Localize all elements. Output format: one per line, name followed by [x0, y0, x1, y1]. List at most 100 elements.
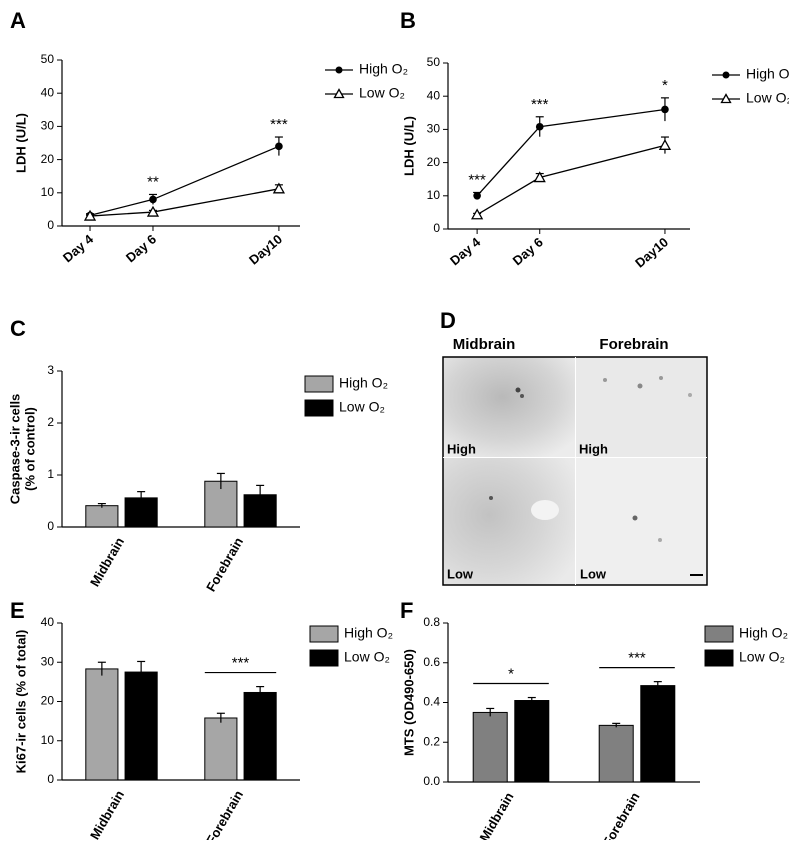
y-tick-label: 30 [41, 119, 55, 133]
legend-label: Low O₂ [344, 649, 390, 665]
y-tick-label: 2 [47, 415, 54, 429]
data-point [146, 205, 160, 217]
chart-bar: C Caspase-3-ir cells (% of control) 0 1 2 3 Hig… [7, 316, 388, 594]
panel-label: B [400, 8, 416, 33]
legend-marker [333, 88, 345, 99]
legend-label: High O₂ [739, 625, 788, 641]
legend-label: Low O₂ [359, 85, 405, 101]
y-tick-label: 0 [433, 221, 440, 235]
cell [659, 376, 663, 380]
cell [520, 394, 524, 398]
data-point [471, 208, 484, 220]
y-tick-label: 30 [427, 122, 441, 136]
row-label: Low [580, 566, 607, 581]
y-tick-label: 3 [47, 363, 54, 377]
column-header: Midbrain [453, 336, 516, 353]
panel-label: E [10, 598, 25, 623]
legend-marker [720, 93, 732, 104]
legend-label: Low O₂ [339, 399, 385, 415]
legend-label: High O₂ [339, 375, 388, 391]
row-label: Low [447, 566, 474, 581]
data-point [275, 142, 283, 151]
significance: * [662, 77, 668, 94]
legend-marker [722, 71, 730, 79]
bar [85, 668, 119, 781]
y-tick-label: 0.6 [423, 655, 440, 669]
cell [637, 383, 643, 389]
y-tick-label: 40 [41, 85, 55, 99]
significance: *** [270, 116, 288, 133]
bar [124, 671, 158, 781]
micrograph-image [576, 458, 707, 585]
legend-label: High O₂ [344, 625, 393, 641]
data-point [661, 105, 669, 114]
bar [598, 724, 634, 783]
x-tick-label: Forebrain [203, 535, 246, 594]
micrograph-feature [531, 500, 559, 520]
data-point [83, 209, 97, 221]
y-tick-label: 0.2 [423, 734, 440, 748]
chart-line: A LDH (U/L) 0 10 20 30 40 50 High O₂ Low O₂ Day 4 D… [10, 8, 408, 268]
x-tick-label: Day 4 [447, 234, 484, 268]
legend-swatch [309, 625, 339, 643]
y-tick-label: 30 [41, 654, 55, 668]
y-tick-label: 0.0 [423, 774, 440, 788]
series-line [476, 144, 666, 216]
data-point [272, 182, 286, 194]
significance: * [508, 666, 514, 683]
legend-label: High O₂ [746, 66, 789, 82]
panel-label: A [10, 8, 26, 33]
y-tick-label: 0 [47, 519, 54, 533]
y-tick-label: 0.4 [423, 695, 440, 709]
x-tick-label: Day10 [246, 231, 285, 267]
series-line [89, 188, 280, 217]
y-axis-label: LDH (U/L) [401, 116, 416, 176]
data-point [658, 138, 672, 150]
y-tick-label: 40 [41, 615, 55, 629]
x-tick-label: Midbrain [476, 790, 516, 840]
y-tick-label: 10 [41, 185, 55, 199]
column-header: Forebrain [599, 336, 668, 353]
data-point [533, 171, 546, 183]
row-label: High [579, 441, 608, 456]
bar [640, 685, 676, 783]
bar [243, 691, 277, 781]
cell [489, 496, 493, 500]
y-tick-label: 0.8 [423, 615, 440, 629]
micrograph-panel: D Midbrain Forebrain High High Low Low [440, 308, 708, 586]
x-tick-label: Day 4 [60, 231, 97, 265]
y-tick-label: 50 [41, 52, 55, 66]
x-tick-label: Midbrain [87, 788, 127, 840]
y-tick-label: 0 [47, 218, 54, 232]
legend-label: High O₂ [359, 61, 408, 77]
y-tick-label: 50 [427, 55, 441, 69]
micrograph-image [576, 357, 707, 457]
cell [658, 538, 662, 542]
legend-label: Low O₂ [746, 90, 789, 106]
cell [515, 387, 521, 393]
x-tick-label: Day 6 [510, 234, 546, 268]
legend-swatch [304, 399, 334, 417]
legend-marker [335, 66, 343, 74]
chart-bar: E Ki67-ir cells (% of total) 0 10 20 30 40 High… [10, 598, 393, 845]
significance: *** [531, 96, 549, 113]
bar [85, 505, 119, 528]
significance: *** [232, 655, 250, 672]
cell [603, 378, 607, 382]
y-tick-label: 0 [47, 772, 54, 786]
micrograph-image [443, 458, 575, 585]
y-tick-label: 10 [41, 733, 55, 747]
y-tick-label: 20 [427, 155, 441, 169]
y-tick-label: 20 [41, 152, 55, 166]
y-axis-label: Caspase-3-ir cells [7, 394, 22, 505]
bar [472, 711, 508, 783]
y-axis-label: MTS (OD490-650) [401, 649, 416, 756]
y-axis-label: LDH (U/L) [13, 113, 28, 173]
row-label: High [447, 441, 476, 456]
x-tick-label: Forebrain [600, 790, 643, 840]
y-tick-label: 10 [427, 188, 441, 202]
x-tick-label: Day10 [632, 234, 671, 270]
cell [688, 393, 692, 397]
y-tick-label: 1 [47, 467, 54, 481]
